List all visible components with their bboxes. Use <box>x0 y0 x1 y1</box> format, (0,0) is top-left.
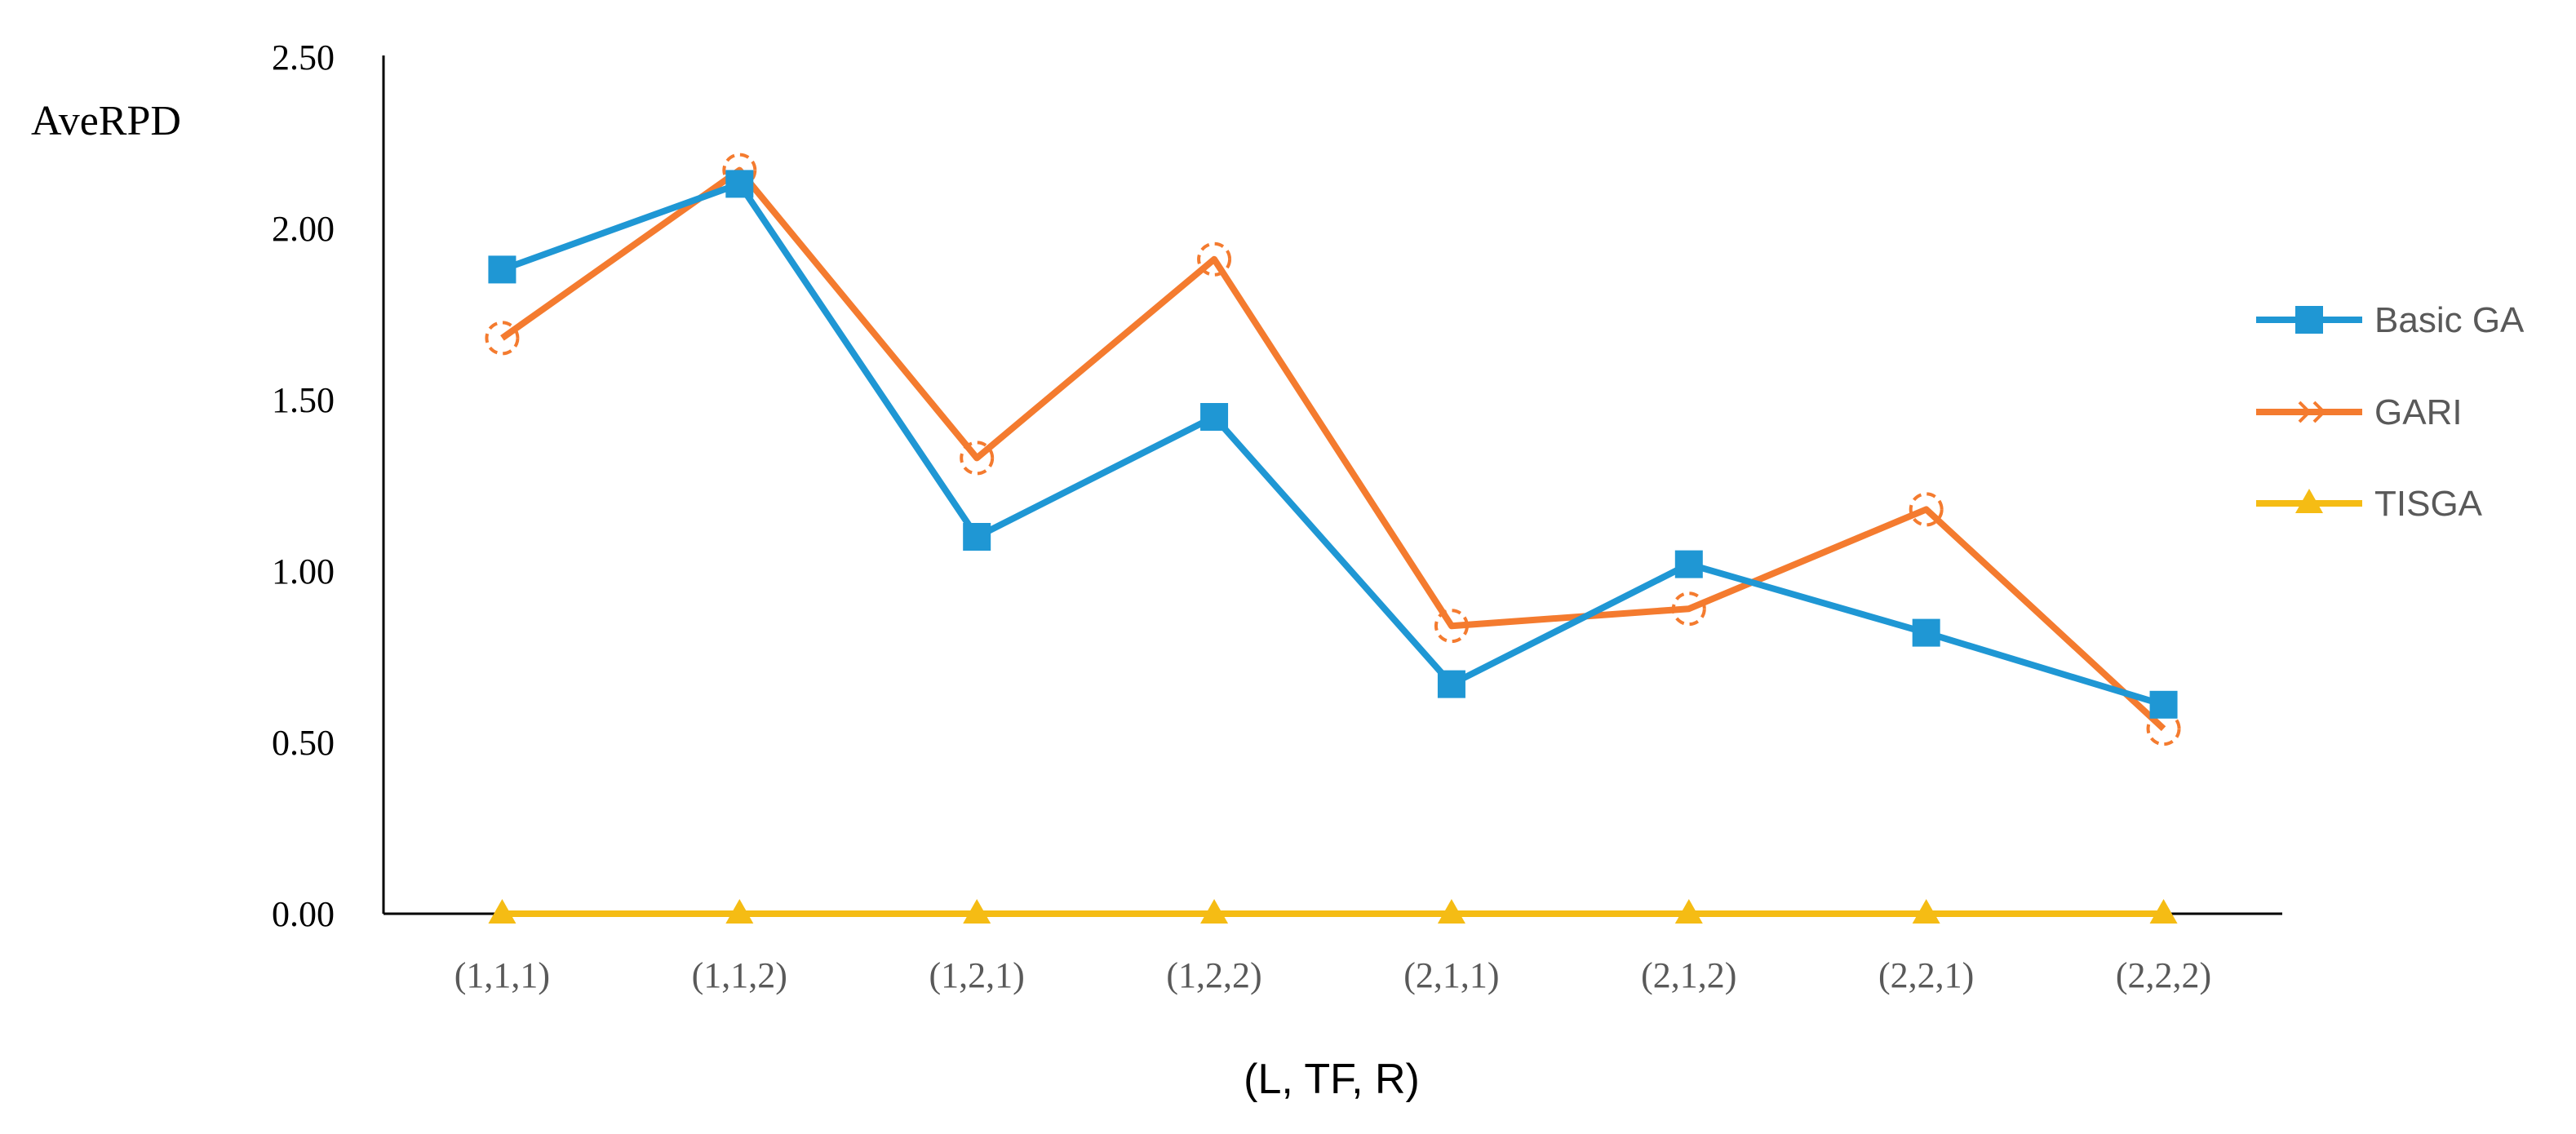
data-point-gari <box>1671 591 1706 627</box>
legend-label-basic-ga: Basic GA <box>2374 300 2525 340</box>
x-tick-label: (1,2,1) <box>929 955 1025 995</box>
axes <box>382 55 2282 915</box>
x-tick-label: (2,2,1) <box>1878 955 1974 995</box>
data-point-gari <box>2146 711 2181 746</box>
data-point-basic-ga <box>1200 403 1229 431</box>
x-ticks: (1,1,1) (1,1,2) (1,2,1) (1,2,2) (2,1,1) (2,1,… <box>454 955 2211 995</box>
legend: Basic GA GARI TISGA <box>2256 300 2525 524</box>
data-point-basic-ga <box>1674 550 1703 578</box>
x-tick-label: (2,1,2) <box>1641 955 1736 995</box>
y-ticks: 0.00 0.50 1.00 1.50 2.00 2.50 <box>272 38 335 934</box>
legend-item-gari: GARI <box>2256 392 2463 432</box>
x-axis-label: (L, TF, R) <box>1244 1056 1420 1103</box>
x-tick-label: (2,2,2) <box>2116 955 2211 995</box>
series-basic-ga <box>488 170 2178 719</box>
data-point-tisga <box>963 899 991 924</box>
series-group <box>485 153 2181 924</box>
legend-item-basic-ga: Basic GA <box>2256 300 2525 340</box>
x-tick-label: (2,1,1) <box>1403 955 1499 995</box>
legend-marker-basic-ga <box>2295 306 2323 334</box>
data-point-tisga <box>725 899 754 924</box>
y-tick-label: 2.50 <box>272 38 335 78</box>
data-point-tisga <box>488 899 517 924</box>
x-tick-label: (1,1,1) <box>454 955 550 995</box>
legend-marker-tisga <box>2295 489 2323 513</box>
series-tisga <box>488 899 2178 924</box>
series-line-basic-ga <box>501 180 2165 708</box>
legend-item-tisga: TISGA <box>2256 484 2483 524</box>
y-axis-label: AveRPD <box>31 98 181 144</box>
data-point-basic-ga <box>488 255 517 284</box>
legend-marker-gari <box>2298 401 2326 423</box>
y-tick-label: 0.50 <box>272 723 335 763</box>
data-point-basic-ga <box>963 523 991 551</box>
data-point-gari <box>722 153 757 188</box>
legend-label-tisga: TISGA <box>2374 484 2483 524</box>
data-point-basic-ga <box>1437 670 1465 698</box>
x-tick-label: (1,2,2) <box>1166 955 1261 995</box>
data-point-basic-ga <box>2149 690 2178 719</box>
data-point-gari <box>1197 241 1232 277</box>
data-point-gari <box>485 321 520 356</box>
data-point-gari <box>960 441 995 476</box>
data-point-tisga <box>1437 899 1465 924</box>
series-line-gari <box>500 166 2166 732</box>
y-tick-label: 0.00 <box>272 894 335 934</box>
data-point-tisga <box>1674 899 1703 924</box>
data-point-gari <box>1909 492 1944 527</box>
data-point-tisga <box>1200 899 1229 924</box>
legend-label-gari: GARI <box>2374 392 2463 432</box>
y-tick-label: 1.50 <box>272 380 335 420</box>
y-tick-label: 1.00 <box>272 551 335 591</box>
data-point-tisga <box>2149 899 2178 924</box>
data-point-gari <box>1434 609 1469 644</box>
x-tick-label: (1,1,2) <box>692 955 787 995</box>
y-tick-label: 2.00 <box>272 209 335 249</box>
data-point-basic-ga <box>725 170 754 198</box>
data-point-basic-ga <box>1912 618 1940 647</box>
data-point-tisga <box>1912 899 1940 924</box>
series-gari <box>485 153 2181 746</box>
